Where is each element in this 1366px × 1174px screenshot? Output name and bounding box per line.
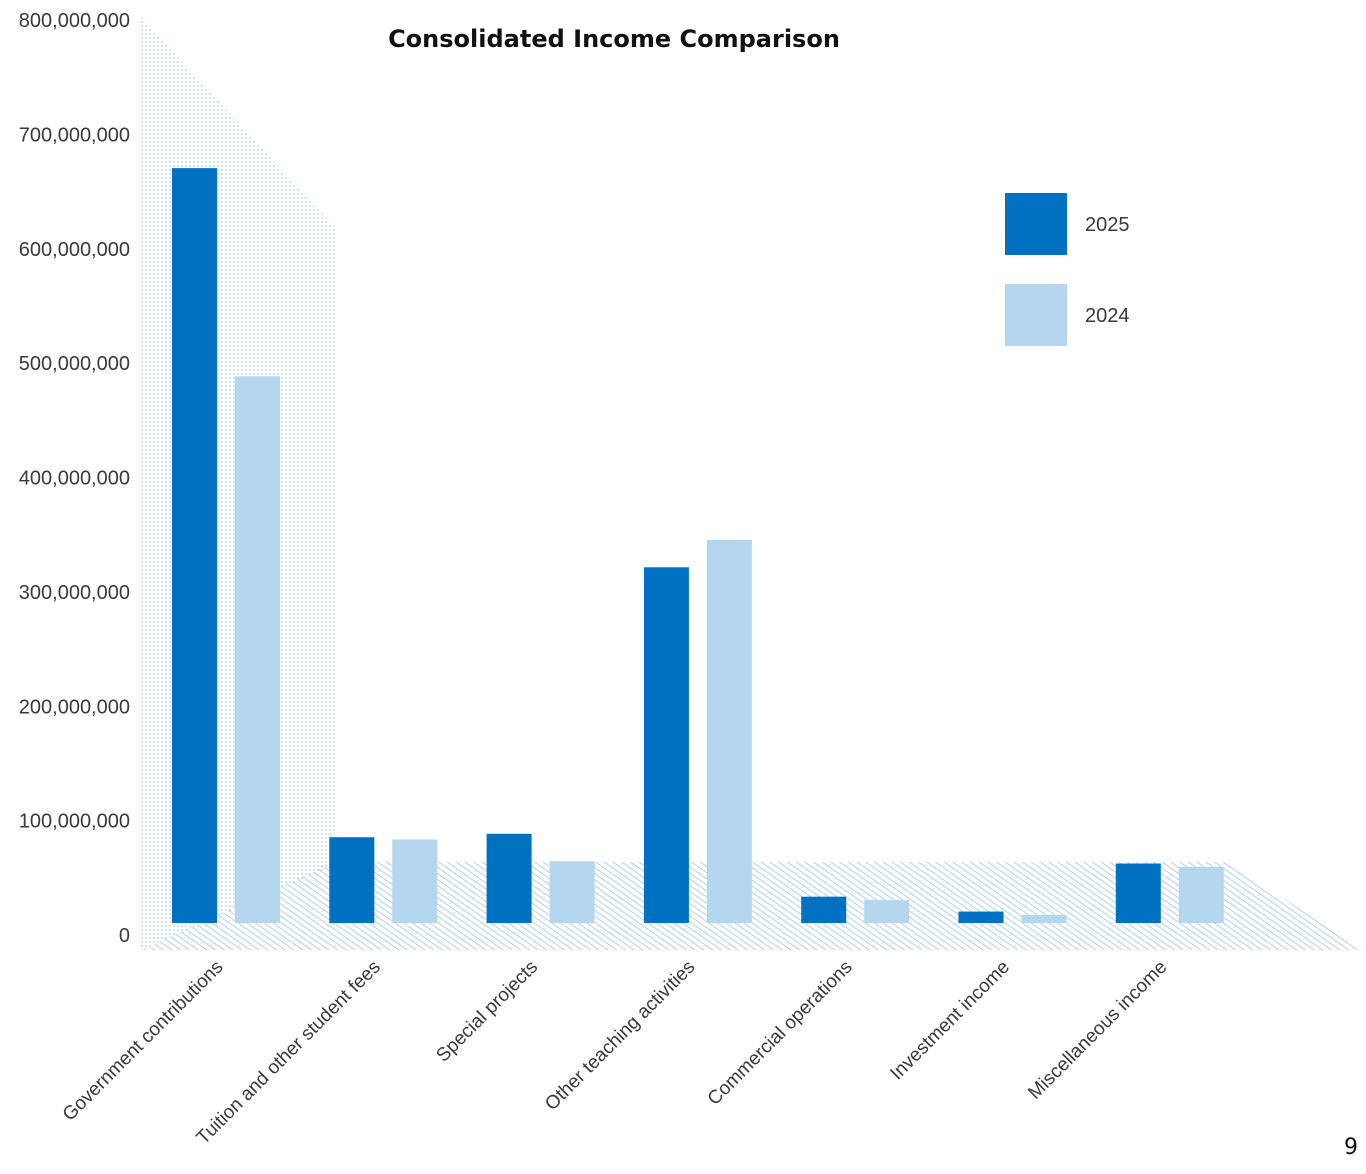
x-category-label: Commercial operations: [704, 957, 857, 1110]
bar-2025-3: [643, 567, 689, 923]
x-category-label: Tuition and other student fees: [193, 957, 385, 1149]
x-category-label: Miscellaneous income: [1024, 957, 1171, 1104]
y-tick-label: 100,000,000: [19, 811, 130, 833]
bar-2024-3: [706, 539, 752, 923]
legend-label-2025: 2025: [1085, 214, 1130, 236]
y-tick-label: 400,000,000: [19, 468, 130, 490]
y-tick-label: 800,000,000: [19, 10, 130, 32]
bar-2024-0: [235, 376, 280, 924]
bar-2024-2: [549, 861, 595, 923]
bar-2025-4: [801, 896, 847, 923]
y-tick-label: 0: [119, 925, 130, 947]
legend-swatch-2025: [1005, 193, 1067, 255]
y-tick-label: 700,000,000: [19, 124, 130, 146]
floor: [140, 862, 1366, 950]
x-category-label: Government contributions: [59, 957, 228, 1126]
bar-2025-2: [486, 833, 532, 923]
bars: [172, 168, 1224, 924]
page-number: 9: [1344, 1135, 1358, 1160]
bar-2025-0: [172, 168, 217, 923]
bar-2024-5: [1021, 914, 1067, 923]
y-tick-label: 200,000,000: [19, 696, 130, 718]
legend-label-2024: 2024: [1085, 305, 1130, 327]
y-tick-label: 300,000,000: [19, 582, 130, 604]
y-axis-ticks: 0 100,000,000 200,000,000 300,000,000 400,00…: [19, 10, 130, 947]
bar-2024-6: [1178, 866, 1224, 923]
x-category-label: Investment income: [886, 957, 1014, 1085]
legend-swatch-2024: [1005, 284, 1067, 346]
y-tick-label: 500,000,000: [19, 353, 130, 375]
y-tick-label: 600,000,000: [19, 239, 130, 261]
bar-2025-1: [329, 837, 375, 923]
bar-2025-6: [1115, 863, 1161, 923]
legend: 2025 2024: [1005, 193, 1130, 346]
x-category-label: Other teaching activities: [541, 957, 699, 1115]
bar-2024-4: [864, 900, 910, 923]
bar-2024-1: [392, 839, 438, 923]
chart-title: Consolidated Income Comparison: [388, 25, 840, 53]
bar-2025-5: [958, 911, 1004, 923]
x-category-label: Special projects: [432, 957, 542, 1067]
